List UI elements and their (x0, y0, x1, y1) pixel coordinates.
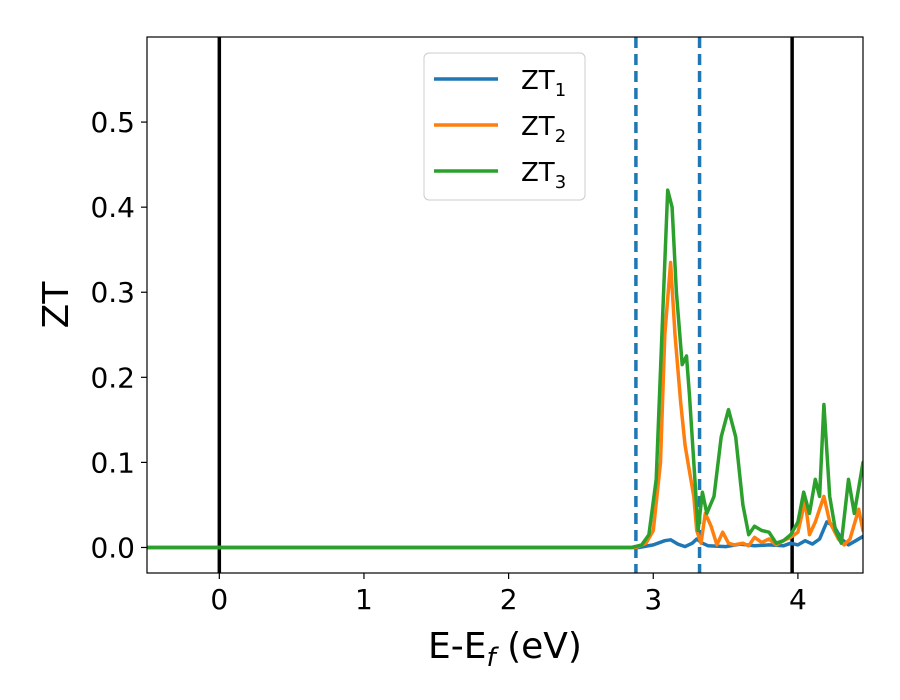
y-axis-label: ZT (36, 281, 77, 329)
x-axis-label: E-Ef (eV) (428, 626, 582, 673)
series-line-2 (147, 260, 863, 550)
y-tick-label: 0.3 (90, 276, 135, 309)
y-tick-label: 0.0 (90, 531, 135, 564)
x-tick-label: 2 (500, 583, 518, 616)
plot-frame (146, 36, 864, 574)
x-tick-label: 0 (210, 583, 228, 616)
legend: ZT1 ZT2 ZT3 (423, 52, 586, 201)
x-tick-label: 1 (355, 583, 373, 616)
x-tick-label: 4 (789, 583, 807, 616)
legend-box (423, 52, 586, 201)
x-tick-label: 3 (644, 583, 662, 616)
legend-label-3: ZT3 (521, 158, 566, 193)
y-tick-label: 0.2 (90, 361, 135, 394)
axis-ticks: 0 1 2 3 4 0.0 0.1 0.2 0.3 0.4 0.5 (90, 106, 806, 616)
y-tick-label: 0.5 (90, 106, 135, 139)
y-tick-label: 0.4 (90, 191, 135, 224)
legend-label-1: ZT1 (521, 66, 566, 101)
series-line-3 (147, 188, 863, 550)
plot-area (147, 37, 863, 573)
legend-label-2: ZT2 (521, 112, 566, 147)
y-tick-label: 0.1 (90, 446, 135, 479)
